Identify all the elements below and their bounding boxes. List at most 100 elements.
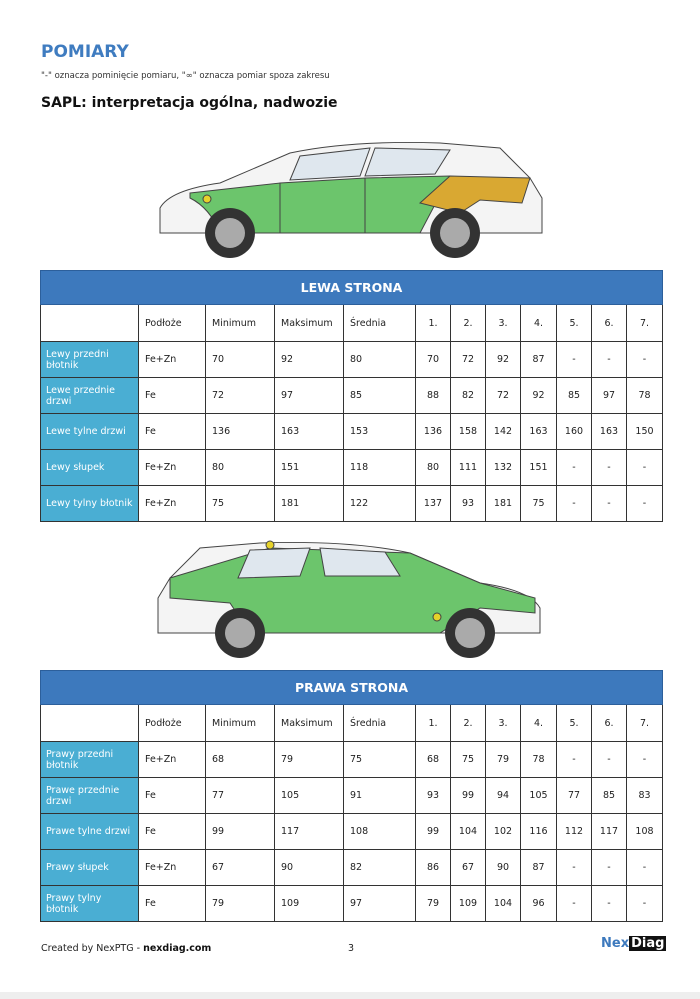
table-cell: 77 [205,777,275,814]
left-side-table: LEWA STRONA Podłoże Minimum Maksimum Średnia… [40,270,663,522]
table-cell: Fe [138,885,206,922]
column-header: 4. [520,704,557,742]
table-cell: - [556,885,592,922]
table-row: Prawy przedni błotnik Fe+Zn 68 79 75 68 75 79 78… [40,741,663,778]
table-cell: 108 [626,813,663,850]
table-cell: 117 [274,813,344,850]
table-row: Lewy słupek Fe+Zn 80 151 118 80 111 132 151- - - [40,449,663,486]
table-cell: Fe [138,777,206,814]
column-header: Podłoże [138,704,206,742]
table-cell: 151 [520,449,557,486]
column-header: 2. [450,704,486,742]
row-label: Lewy przedni błotnik [40,341,139,378]
page-number: 3 [348,943,355,954]
table-cell: 97 [591,377,627,414]
table-cell: 79 [485,741,521,778]
table-cell: - [556,849,592,886]
column-header: 3. [485,304,521,342]
table-cell: 181 [274,485,344,522]
table-cell: 163 [520,413,557,450]
table-cell: 132 [485,449,521,486]
table-cell: 116 [520,813,557,850]
table-row: Prawe przednie drzwi Fe 77 105 91 93 99 94 105 77… [40,777,663,814]
row-label: Lewe tylne drzwi [40,413,139,450]
table-cell: 99 [450,777,486,814]
header-row: Podłoże Minimum Maksimum Średnia 1. 2. 3. 4. 5. 6… [40,304,663,342]
column-header: 1. [415,704,451,742]
table-heading: LEWA STRONA [40,270,663,305]
table-heading: PRAWA STRONA [40,670,663,705]
table-cell: 99 [415,813,451,850]
column-header: 3. [485,704,521,742]
table-cell: 78 [626,377,663,414]
table-cell: 90 [274,849,344,886]
table-cell: 80 [205,449,275,486]
column-header: Minimum [205,704,275,742]
row-label: Prawy tylny błotnik [40,885,139,922]
table-cell: Fe [138,377,206,414]
table-cell: - [591,741,627,778]
row-label: Lewe przednie drzwi [40,377,139,414]
table-cell: 67 [205,849,275,886]
column-header [40,704,139,742]
nexdiag-logo: Nex Diag [601,936,667,951]
table-cell: 79 [415,885,451,922]
table-cell: 80 [415,449,451,486]
column-header: 6. [591,704,627,742]
table-cell: 75 [520,485,557,522]
table-cell: 104 [485,885,521,922]
table-cell: 85 [591,777,627,814]
table-cell: 136 [415,413,451,450]
table-cell: 68 [415,741,451,778]
table-cell: Fe+Zn [138,849,206,886]
table-cell: - [591,341,627,378]
car-right-side-diagram [157,540,541,658]
table-cell: 82 [450,377,486,414]
table-cell: 102 [485,813,521,850]
table-cell: 153 [343,413,416,450]
table-cell: 151 [274,449,344,486]
right-side-table: PRAWA STRONA Podłoże Minimum Maksimum Średni… [40,670,663,922]
table-cell: 163 [591,413,627,450]
table-cell: 83 [626,777,663,814]
table-cell: 109 [450,885,486,922]
table-cell: Fe+Zn [138,449,206,486]
table-cell: 93 [415,777,451,814]
column-header: 5. [556,304,592,342]
table-cell: - [556,341,592,378]
table-cell: 92 [520,377,557,414]
footer-credit: Created by NexPTG - nexdiag.com [41,943,211,954]
car-left-side-diagram [159,141,543,258]
table-cell: 108 [343,813,416,850]
table-row: Prawe tylne drzwi Fe 99 117 108 99 104 102 116 11… [40,813,663,850]
footer-prefix: Created by NexPTG - [41,943,144,954]
column-header [40,304,139,342]
column-header: 6. [591,304,627,342]
table-cell: - [626,741,663,778]
table-cell: Fe+Zn [138,485,206,522]
logo-part-b: Diag [629,936,667,951]
table-cell: 85 [343,377,416,414]
table-cell: Fe [138,413,206,450]
table-cell: 70 [205,341,275,378]
table-cell: 72 [450,341,486,378]
footer-link[interactable]: nexdiag.com [143,943,212,954]
table-cell: 85 [556,377,592,414]
table-cell: 112 [556,813,592,850]
column-header: 5. [556,704,592,742]
column-header: Średnia [343,704,416,742]
table-row: Lewy tylny błotnik Fe+Zn 75 181 122 137 93 181 7… [40,485,663,522]
table-cell: Fe [138,813,206,850]
column-header: 2. [450,304,486,342]
column-header: 4. [520,304,557,342]
table-cell: 79 [274,741,344,778]
table-cell: 181 [485,485,521,522]
row-label: Prawy przedni błotnik [40,741,139,778]
table-cell: 80 [343,341,416,378]
table-cell: 79 [205,885,275,922]
table-cell: 75 [205,485,275,522]
table-cell: - [626,449,663,486]
table-cell: 117 [591,813,627,850]
table-cell: 68 [205,741,275,778]
table-cell: 78 [520,741,557,778]
